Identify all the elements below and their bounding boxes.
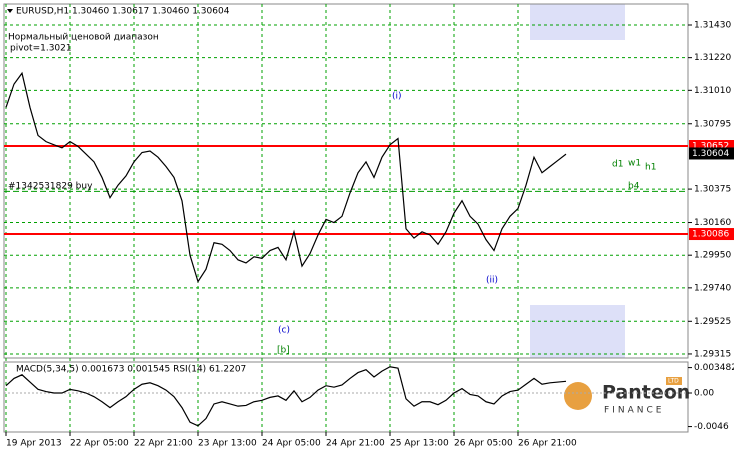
y-tick-label: 1.30375 [694,185,731,195]
menu-arrow [7,9,13,13]
y-tick-label: 1.31010 [694,86,731,96]
zone-top [530,4,625,40]
annotation: (c) [278,326,290,336]
annotation: [b] [277,346,290,356]
main-frame [3,3,689,359]
macd-title: MACD(5,34,5) 0.001673 0.001545 RSI(14) 6… [16,365,246,375]
price-label: 1.30604 [692,149,729,159]
chart-title: EURUSD,H1 1.30460 1.30617 1.30460 1.3060… [16,7,230,17]
level-box [689,228,734,241]
x-tick-label: 26 Apr 21:00 [518,439,577,449]
y-tick-label: 0.00 [694,389,714,399]
logo-sub: FINANCE [604,406,664,416]
x-tick-label: 24 Apr 21:00 [326,439,385,449]
x-tick-label: 26 Apr 05:00 [454,439,513,449]
y-tick-label: -0.0046 [694,422,729,432]
logo-name: Panteon [602,382,690,404]
price-line [5,366,567,427]
x-tick-label: 23 Apr 13:00 [198,439,257,449]
annotation: d1 [612,160,623,170]
price-box [689,147,734,160]
level-label: 1.30652 [692,142,729,152]
y-tick-label: 0.003482 [694,363,734,373]
logo: Panteon FINANCE LTD [564,377,690,416]
logo-icon [564,382,592,410]
annotation: (i) [392,92,402,102]
y-tick-label: 1.29740 [694,283,731,293]
annotation: b4 [628,182,640,192]
logo-badge-bg [666,377,682,385]
x-tick-label: 22 Apr 21:00 [134,439,193,449]
x-tick-label: 25 Apr 13:00 [390,439,449,449]
annotation: #1342531829 buy [8,182,93,192]
annotation: w1 [628,159,641,169]
zone-bottom [530,305,625,358]
level-label: 1.30086 [692,230,729,240]
x-tick-label: 19 Apr 2013 [6,439,62,449]
price-line [5,71,567,284]
annotation: h1 [645,163,656,173]
macd-frame [3,361,689,433]
annotation: (ii) [486,276,498,286]
y-tick-label: 1.29315 [694,349,731,359]
y-tick-label: 1.30795 [694,119,731,129]
y-tick-label: 1.31220 [694,53,731,63]
annotation: pivot=1.3021 [10,44,72,54]
y-tick-label: 1.29525 [694,317,731,327]
y-tick-label: 1.31430 [694,20,731,30]
y-tick-label: 1.30160 [694,218,731,228]
x-tick-label: 22 Apr 05:00 [70,439,129,449]
logo-badge: LTD [668,378,679,385]
x-tick-label: 24 Apr 05:00 [262,439,321,449]
y-tick-label: 1.29950 [694,251,731,261]
annotation: Нормальный ценовой диапазон [8,33,159,43]
